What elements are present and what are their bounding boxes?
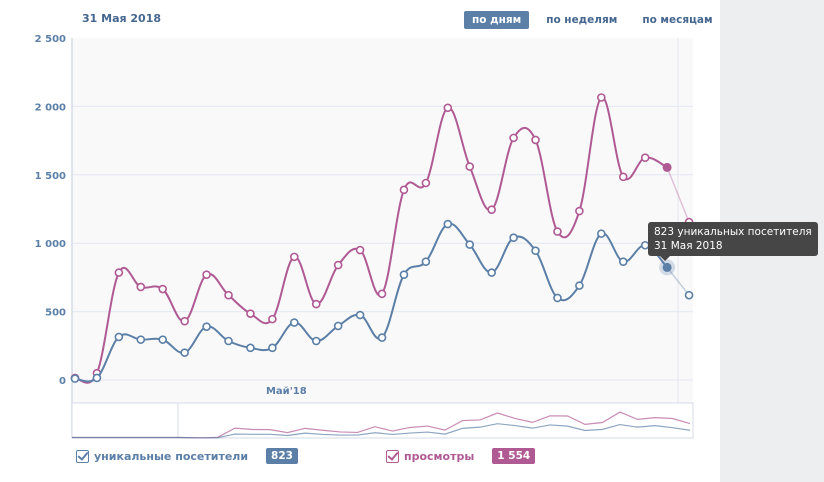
y-tick-label: 1 500 <box>35 171 66 182</box>
series-forecast-line <box>666 266 690 296</box>
legend-visitors-label: уникальные посетители <box>94 449 249 463</box>
data-point <box>597 93 606 102</box>
data-point <box>377 333 387 342</box>
data-point <box>443 219 453 229</box>
data-point <box>377 289 387 299</box>
series-forecast-line <box>666 167 690 223</box>
data-point <box>114 332 124 342</box>
x-tick-label: Май'18 <box>266 386 307 397</box>
y-tick-label: 0 <box>59 376 66 387</box>
data-point <box>553 293 562 303</box>
data-point <box>268 314 277 324</box>
tab-by-months[interactable]: по месяцам <box>642 14 713 26</box>
data-point <box>618 257 628 266</box>
data-point <box>531 135 540 145</box>
data-point <box>443 103 453 113</box>
data-point <box>92 373 102 383</box>
visitors-checkbox-icon[interactable] <box>76 449 89 463</box>
data-point <box>311 336 321 346</box>
data-point <box>618 172 628 182</box>
navigator-line-views <box>72 411 691 439</box>
data-point <box>289 318 299 327</box>
navigator-line-visitors <box>72 423 691 439</box>
data-point <box>180 316 189 326</box>
data-point <box>136 335 146 344</box>
tab-by-days[interactable]: по дням <box>464 11 530 29</box>
chart-date-title: 31 Мая 2018 <box>82 12 162 25</box>
series-group <box>70 93 694 384</box>
data-point <box>180 348 189 357</box>
data-point <box>224 336 233 346</box>
data-point-highlighted <box>662 262 672 272</box>
views-checkbox-icon[interactable] <box>386 449 399 463</box>
data-point <box>465 240 475 249</box>
data-point <box>224 290 233 300</box>
series-line-visitors <box>74 222 668 383</box>
y-axis-ticks: 0 500 1 000 1 500 2 000 2 500 <box>35 34 66 387</box>
data-point <box>421 257 431 266</box>
data-point-highlighted <box>662 162 672 172</box>
data-point <box>333 260 343 270</box>
legend-views-label: просмотры <box>404 449 475 463</box>
navigator <box>71 402 694 439</box>
data-point <box>465 162 475 171</box>
data-point <box>246 343 255 353</box>
period-tabs: по дням по неделям по месяцам <box>464 11 730 29</box>
plot-background <box>72 38 693 405</box>
data-point <box>70 374 80 383</box>
data-point <box>333 321 343 331</box>
data-point <box>553 227 562 236</box>
data-point <box>487 268 496 277</box>
tooltip: 823 уникальных посетителя 31 Мая 2018 <box>648 222 818 261</box>
tooltip-line-1: 823 уникальных посетителя <box>654 226 812 238</box>
y-tick-label: 1 000 <box>35 239 66 250</box>
y-tick-label: 500 <box>45 308 66 319</box>
data-point <box>355 310 365 320</box>
views-count-badge: 1 554 <box>492 448 536 464</box>
data-point <box>509 133 518 143</box>
data-point <box>289 252 299 262</box>
data-point <box>509 233 518 243</box>
data-point <box>597 229 606 238</box>
data-point <box>421 178 431 188</box>
data-point <box>158 335 168 344</box>
line-chart[interactable]: 0 500 1 000 1 500 2 000 2 500 Май'18 <box>0 0 720 445</box>
data-point <box>684 290 694 300</box>
data-point <box>487 205 496 214</box>
data-point <box>399 270 409 279</box>
legend-views[interactable]: просмотры 1 554 <box>386 448 536 464</box>
data-point <box>311 299 321 309</box>
data-point <box>575 281 584 290</box>
y-tick-label: 2 000 <box>35 102 66 113</box>
visitors-count-badge: 823 <box>266 448 298 464</box>
tooltip-line-2: 31 Мая 2018 <box>654 240 723 252</box>
y-tick-label: 2 500 <box>35 34 66 45</box>
navigator-frame <box>71 402 694 439</box>
data-point <box>399 185 409 195</box>
data-point <box>158 284 168 294</box>
data-point <box>136 282 146 292</box>
legend-visitors[interactable]: уникальные посетители 823 <box>76 448 298 464</box>
data-point <box>531 246 540 256</box>
data-point <box>355 245 365 255</box>
tab-by-weeks[interactable]: по неделям <box>546 14 618 26</box>
data-point <box>268 343 277 353</box>
data-point <box>202 270 211 279</box>
data-point <box>640 153 650 162</box>
data-point <box>575 206 584 216</box>
data-point <box>202 322 211 331</box>
data-point <box>246 309 255 318</box>
data-point <box>114 268 124 277</box>
